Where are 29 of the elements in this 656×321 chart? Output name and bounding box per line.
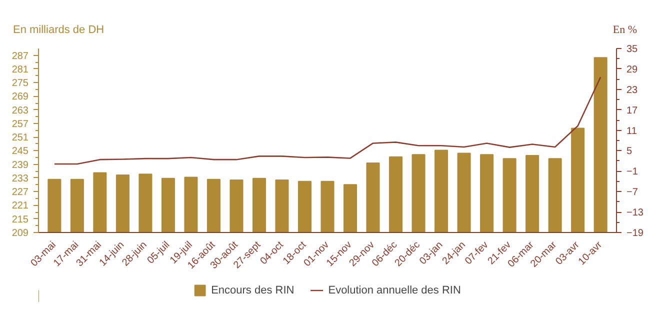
y-tick-label: 245 bbox=[12, 146, 29, 158]
y-tick-label: 257 bbox=[12, 118, 29, 130]
y-tick-label: 233 bbox=[12, 173, 29, 184]
y2-tick-label: 17 bbox=[626, 105, 638, 116]
y2-tick-label: −7 bbox=[626, 187, 638, 198]
line-series bbox=[54, 76, 602, 165]
y2-tick-label: 23 bbox=[626, 84, 638, 96]
y-tick-label: 251 bbox=[12, 132, 29, 144]
y-tick-label: 269 bbox=[12, 92, 29, 103]
y2-tick-label: 5 bbox=[626, 146, 632, 158]
y-tick-label: 281 bbox=[12, 64, 29, 76]
y2-tick-label: 29 bbox=[626, 64, 638, 76]
y-tick-label: 263 bbox=[12, 105, 29, 116]
legend-label: Encours des RIN bbox=[211, 284, 294, 296]
y2-tick-label: −19 bbox=[626, 228, 644, 239]
legend-label: Evolution annuelle des RIN bbox=[328, 284, 461, 296]
y2-axis-title: En % bbox=[612, 23, 637, 38]
y-tick-label: 227 bbox=[12, 187, 29, 198]
y2-tick-label: 11 bbox=[626, 126, 638, 137]
y-tick-label: 287 bbox=[12, 50, 29, 62]
y-tick-label: 239 bbox=[12, 160, 29, 171]
y-tick-label: 215 bbox=[12, 214, 29, 226]
y2-tick-label: 35 bbox=[626, 44, 638, 55]
y-tick-label: 275 bbox=[12, 78, 29, 90]
y-tick-label: 209 bbox=[12, 228, 29, 239]
y2-tick-label: −13 bbox=[626, 208, 644, 219]
y-axis-title: En milliards de DH bbox=[13, 23, 104, 38]
y-tick-label: 221 bbox=[12, 200, 29, 212]
y2-tick-label: −1 bbox=[626, 166, 638, 178]
